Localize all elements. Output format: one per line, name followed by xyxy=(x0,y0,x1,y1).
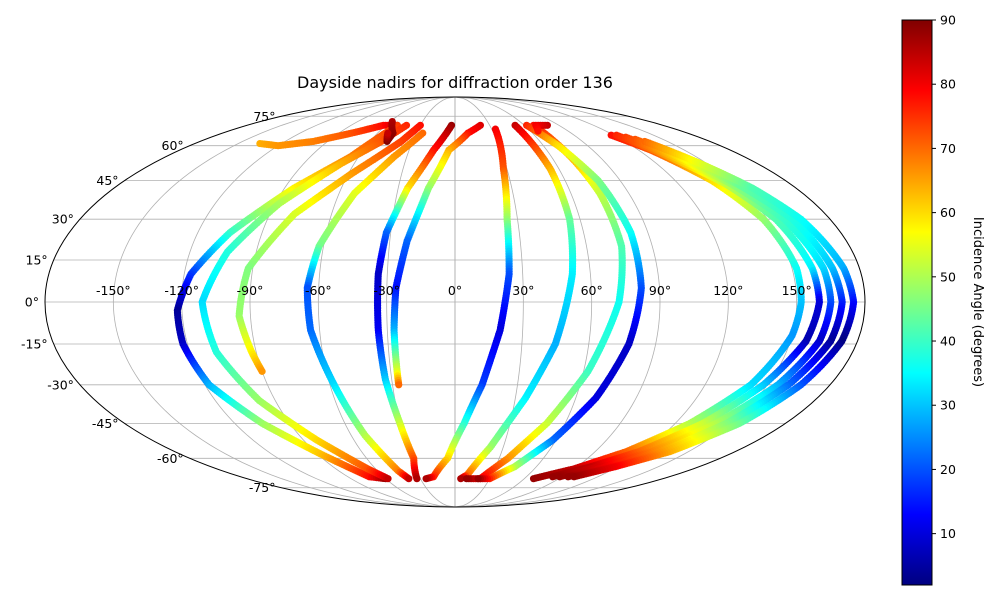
lon-tick-label: 30° xyxy=(512,283,534,298)
lon-tick-label: 90° xyxy=(649,283,671,298)
lat-tick-label: 30° xyxy=(52,212,74,227)
lon-gridline xyxy=(454,96,798,508)
colorbar-tick-label: 70 xyxy=(940,141,956,156)
lat-tick-label: 60° xyxy=(162,138,184,153)
lat-tick-label: -60° xyxy=(157,451,184,466)
colorbar-ticks: 10 20 30 40 50 60 70 80 90 xyxy=(932,13,956,541)
data-point xyxy=(549,473,557,481)
colorbar-tick-label: 10 xyxy=(940,526,956,541)
data-point xyxy=(384,475,392,483)
lon-tick-label: 120° xyxy=(713,283,743,298)
lat-tick-label: 45° xyxy=(96,173,118,188)
data-point xyxy=(405,475,413,483)
colorbar-gradient xyxy=(901,19,933,586)
colorbar-label: Incidence Angle (degrees) xyxy=(970,217,985,387)
lon-tick-label: -150° xyxy=(96,283,131,298)
data-point xyxy=(413,475,421,483)
lat-tick-label: -75° xyxy=(249,480,276,495)
lat-tick-label: 15° xyxy=(26,253,48,268)
lon-tick-label: -120° xyxy=(164,283,199,298)
data-point xyxy=(462,475,471,483)
colorbar-tick-label: 40 xyxy=(940,334,956,349)
lon-tick-label: 150° xyxy=(782,283,812,298)
lat-tick-label: -30° xyxy=(47,377,74,392)
colorbar-tick-label: 80 xyxy=(940,77,956,92)
colorbar-tick-label: 60 xyxy=(940,205,956,220)
data-point xyxy=(556,473,564,481)
lat-tick-label: -45° xyxy=(92,416,119,431)
data-point xyxy=(534,127,542,135)
lat-tick-label: -15° xyxy=(21,336,48,351)
lon-gridline xyxy=(454,96,593,508)
lon-tick-label: -60° xyxy=(305,283,332,298)
data-point xyxy=(258,367,266,375)
lon-tick-label: 60° xyxy=(581,283,603,298)
colorbar-tick-label: 20 xyxy=(940,462,956,477)
data-point xyxy=(422,475,430,483)
lon-gridline xyxy=(454,96,661,508)
data-point xyxy=(395,381,403,389)
colorbar-tick-label: 30 xyxy=(940,398,956,413)
data-point xyxy=(384,129,392,137)
colorbar: 10 20 30 40 50 60 70 80 90 Incidence Angle (degr… xyxy=(901,13,985,586)
colorbar-tick-label: 50 xyxy=(940,269,956,284)
lat-tick-label: 75° xyxy=(253,109,275,124)
data-point xyxy=(529,475,538,483)
lat-tick-label: 0° xyxy=(25,295,39,310)
lon-tick-label: 0° xyxy=(448,283,462,298)
colorbar-tick-label: 90 xyxy=(940,13,956,28)
data-point xyxy=(474,475,482,483)
data-point xyxy=(570,473,578,481)
lon-gridline xyxy=(112,96,456,508)
lon-tick-label: -30° xyxy=(373,283,400,298)
chart-title: Dayside nadirs for diffraction order 136 xyxy=(297,73,613,92)
lon-tick-label: -90° xyxy=(237,283,264,298)
data-points xyxy=(173,117,858,483)
